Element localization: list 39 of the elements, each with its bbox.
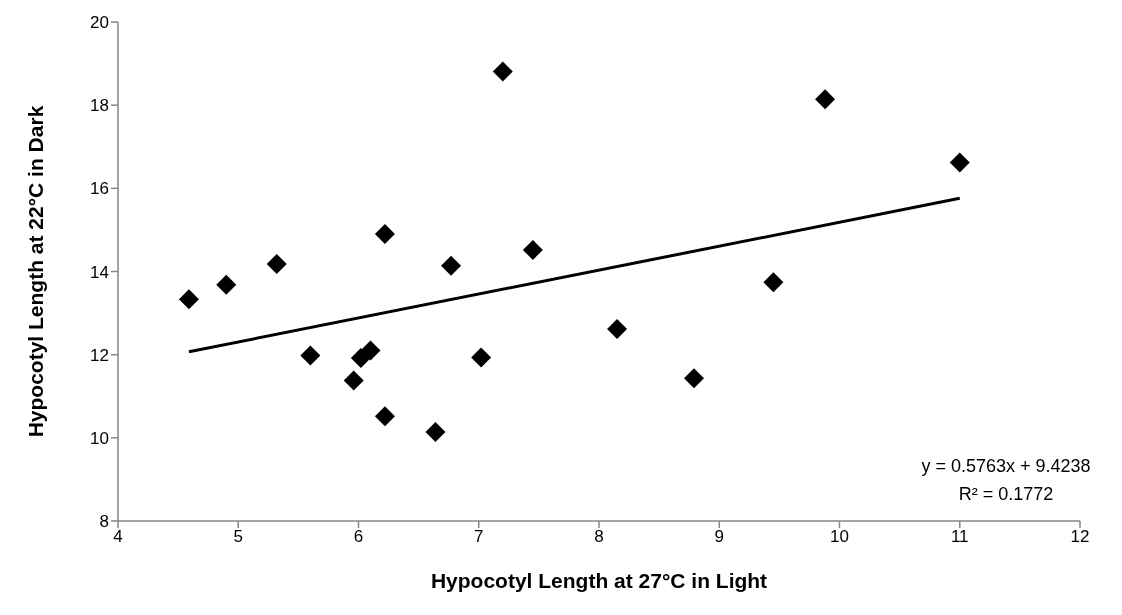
- point: [216, 274, 237, 295]
- x-tick-label: 10: [830, 527, 849, 547]
- x-tick-label: 11: [950, 527, 969, 547]
- point: [343, 370, 364, 391]
- point: [522, 239, 543, 260]
- x-tick-label: 9: [714, 527, 724, 547]
- x-tick-label: 6: [353, 527, 364, 547]
- point: [607, 318, 628, 339]
- point: [471, 347, 492, 368]
- point: [815, 89, 836, 110]
- point: [300, 345, 321, 366]
- point: [350, 347, 371, 368]
- point: [492, 61, 513, 82]
- point: [684, 368, 704, 389]
- x-tick-label: 8: [594, 527, 604, 547]
- point: [266, 254, 287, 275]
- x-tick-label: 12: [1070, 527, 1090, 547]
- annotation: R² = 0.1772: [957, 484, 1055, 505]
- point: [374, 224, 395, 245]
- annotation: y = 0.5763x + 9.4238: [920, 456, 1092, 477]
- x-axis-title: Hypocotyl Length at 27°C in Light: [430, 568, 768, 592]
- y-tick-label: 18: [90, 96, 109, 116]
- point: [425, 422, 446, 443]
- point: [441, 255, 462, 276]
- y-tick-label: 14: [90, 262, 109, 282]
- y-tick-label: 10: [90, 428, 109, 448]
- y-tick-label: 12: [90, 345, 109, 365]
- x-tick-label: 7: [474, 527, 484, 547]
- x-tick-label: 5: [233, 527, 243, 547]
- y-axis-title: Hypocotyl Length at 22°C in Dark: [24, 105, 48, 438]
- x-tick-label: 4: [113, 527, 123, 547]
- point: [178, 289, 199, 310]
- y-tick-label: 20: [90, 13, 109, 33]
- y-tick-label: 8: [99, 512, 109, 532]
- point: [949, 152, 970, 173]
- point: [374, 406, 395, 427]
- y-tick-label: 16: [90, 179, 109, 199]
- point: [763, 272, 784, 293]
- point: [360, 340, 381, 361]
